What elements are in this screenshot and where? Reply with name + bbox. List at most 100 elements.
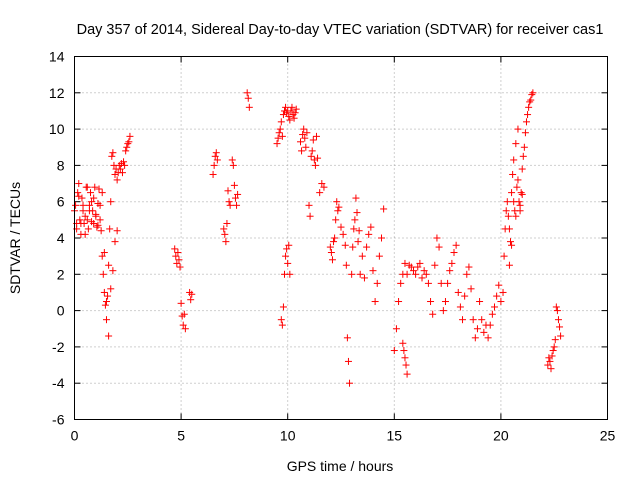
data-point [78,194,86,202]
data-point [476,298,484,306]
y-axis-label: SDTVAR / TECUs [7,182,23,294]
data-point [528,91,536,99]
data-point [284,259,292,267]
data-point [79,201,87,209]
data-point [86,189,94,197]
data-point [502,207,510,215]
data-point [224,187,232,195]
data-point [283,109,291,117]
x-tick-label: 0 [71,428,79,444]
data-point [308,147,316,155]
data-point [348,270,356,278]
data-point [97,227,105,235]
data-point [333,198,341,206]
data-point [401,259,409,267]
data-point [273,140,281,148]
data-point [519,152,527,160]
y-tick-label: 2 [57,266,65,282]
data-point [346,379,354,387]
data-point [355,227,363,235]
data-point [499,288,507,296]
data-point [493,292,501,300]
data-point [495,281,503,289]
data-point [520,143,528,151]
data-point [173,259,181,267]
y-tick-label: -4 [52,375,65,391]
data-point [276,125,284,133]
data-point [431,261,439,269]
data-point [75,180,83,188]
y-tick-label: 0 [57,303,65,319]
data-point [550,343,558,351]
data-point [91,183,99,191]
data-point [113,227,121,235]
data-point [358,252,366,260]
data-point [500,252,508,260]
data-point [106,225,114,233]
data-point [285,112,293,120]
data-point [187,296,195,304]
data-point [360,274,368,282]
data-point [211,152,219,160]
data-point [390,347,398,355]
data-point [399,339,407,347]
data-point [544,361,552,369]
chart-title: Day 357 of 2014, Sidereal Day-to-day VTE… [77,22,604,38]
y-tick-label: 14 [49,49,65,65]
data-point [515,198,523,206]
data-point [450,249,458,257]
data-point [352,194,360,202]
data-point [371,298,379,306]
data-point [461,292,469,300]
data-point [210,161,218,169]
data-point [397,279,405,287]
data-point [223,219,231,227]
data-point [334,207,342,215]
data-point [175,256,183,264]
data-point [288,103,296,111]
data-point [314,154,322,162]
data-point [84,225,92,233]
data-point [409,267,417,275]
data-point [81,212,89,220]
data-point [316,189,324,197]
data-point [420,267,428,275]
data-point [433,234,441,242]
data-point [105,332,113,340]
data-point [452,241,460,249]
data-point [234,190,242,198]
data-point [342,261,350,269]
data-point [330,238,338,246]
data-point [465,263,473,271]
data-point [102,316,110,324]
data-point [557,332,565,340]
data-point [369,267,377,275]
data-point [274,134,282,142]
data-point [88,198,96,206]
data-point [105,261,113,269]
y-tick-label: 8 [57,157,65,173]
data-point [278,321,286,329]
data-point [491,303,499,311]
data-point [512,140,520,148]
data-point [72,201,80,209]
data-point [427,298,435,306]
data-point [446,267,454,275]
data-point [375,252,383,260]
data-point [245,103,253,111]
data-point [508,241,516,249]
data-point [506,238,514,246]
data-point [326,243,334,251]
data-point [525,103,533,111]
data-point [291,109,299,117]
data-point [503,198,511,206]
data-point [244,94,252,102]
data-point [120,158,128,166]
data-point [335,203,343,211]
data-point [407,263,415,271]
data-point [221,230,229,238]
data-point [226,201,234,209]
data-point [109,149,117,157]
data-point [524,111,532,119]
